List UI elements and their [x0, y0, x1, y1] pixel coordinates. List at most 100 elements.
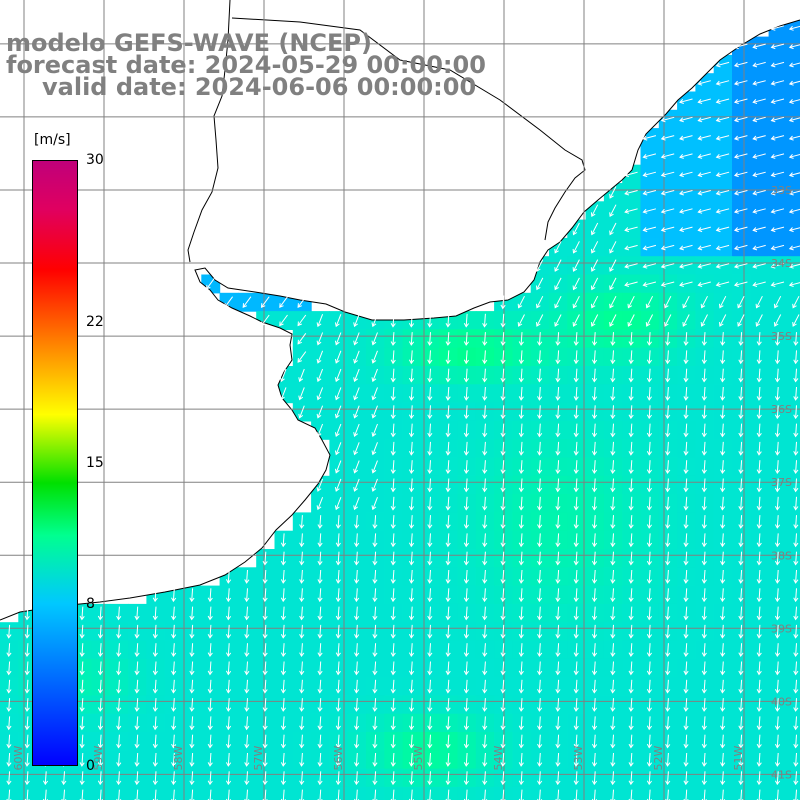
wind-arrow [770, 153, 785, 159]
wind-arrow [79, 679, 85, 694]
wind-arrow [733, 61, 748, 68]
wind-arrow [518, 386, 524, 401]
wind-arrow [317, 606, 323, 621]
wind-arrow [482, 679, 488, 694]
wind-arrow [770, 135, 785, 141]
wind-arrow [225, 679, 232, 694]
wind-arrow [573, 588, 579, 603]
wind-arrow [628, 698, 634, 712]
wind-arrow [756, 569, 762, 584]
wind-arrow [573, 405, 579, 420]
wind-arrow [697, 244, 711, 251]
wind-arrow [445, 643, 451, 658]
wind-arrow [591, 588, 598, 603]
wind-arrow [408, 332, 415, 346]
wind-arrow [774, 533, 781, 548]
wind-arrow [683, 368, 689, 383]
wind-arrow [116, 716, 122, 731]
land-polygon [0, 0, 800, 620]
wind-arrow [793, 716, 799, 731]
wind-arrow [518, 569, 524, 584]
wind-arrow [134, 752, 140, 767]
wind-arrow [353, 350, 360, 364]
wind-arrow [573, 441, 579, 456]
wind-arrow [628, 734, 634, 749]
wind-arrow [482, 515, 488, 529]
wind-arrow [733, 98, 748, 104]
wind-arrow [610, 386, 616, 401]
wind-arrow [427, 771, 433, 786]
wind-arrow [500, 386, 506, 401]
wind-arrow [665, 606, 671, 621]
wind-arrow [555, 752, 561, 767]
wind-arrow [682, 314, 690, 327]
wind-arrow [372, 698, 378, 712]
wind-arrow [171, 643, 177, 658]
wind-arrow [610, 606, 616, 621]
wind-arrow [408, 679, 415, 694]
wind-arrow [555, 460, 561, 475]
wind-arrow [280, 752, 287, 767]
wind-arrow [335, 624, 341, 639]
wind-arrow [701, 624, 707, 639]
wind-arrow [660, 190, 675, 196]
wind-arrow [390, 533, 396, 548]
wind-arrow [774, 441, 781, 456]
wind-arrow [97, 771, 103, 786]
wind-arrow [371, 442, 378, 456]
wind-arrow [280, 734, 287, 749]
wind-arrow [79, 789, 85, 800]
wind-arrow [660, 153, 675, 159]
wind-arrow [97, 752, 103, 767]
wind-arrow [793, 496, 799, 511]
wind-arrow [427, 551, 433, 566]
wind-arrow [189, 661, 195, 676]
wind-arrow [134, 789, 140, 800]
wind-arrow [372, 716, 378, 731]
latitude-label: 39S [771, 622, 792, 635]
wind-arrow [701, 734, 707, 749]
wind-arrow [354, 588, 360, 603]
wind-arrow [738, 405, 744, 420]
wind-arrow [427, 350, 433, 365]
wind-arrow [482, 752, 488, 767]
wind-arrow [554, 295, 562, 309]
wind-arrow [116, 606, 122, 621]
wind-arrow [719, 295, 727, 309]
wind-arrow [116, 789, 122, 800]
wind-arrow [372, 606, 378, 621]
wind-arrow [225, 569, 232, 584]
wind-arrow [371, 350, 378, 364]
wind-arrow [701, 386, 707, 401]
wind-arrow [189, 716, 195, 731]
wind-arrow [665, 386, 671, 401]
wind-arrow [317, 679, 323, 694]
wind-arrow [683, 515, 689, 529]
wind-arrow [665, 716, 671, 731]
wind-arrow [79, 606, 85, 621]
wind-arrow [189, 771, 195, 786]
wind-arrow [756, 643, 762, 658]
wind-arrow [683, 752, 689, 767]
wind-arrow [262, 624, 268, 639]
wind-arrow [590, 222, 599, 236]
wind-arrow [573, 496, 579, 511]
wind-arrow [738, 716, 744, 731]
wind-speed-cell [786, 494, 800, 513]
wind-arrow [134, 716, 140, 731]
wind-arrow [738, 624, 744, 639]
wind-arrow [334, 314, 342, 328]
wind-speed-cell [786, 420, 800, 440]
wind-arrow [590, 259, 599, 272]
wind-arrow [354, 643, 360, 658]
wind-arrow [573, 460, 579, 475]
wind-arrow [518, 460, 524, 475]
wind-arrow [79, 698, 85, 712]
wind-arrow [371, 314, 378, 328]
wind-arrow [701, 515, 707, 529]
wind-arrow [624, 263, 638, 269]
wind-arrow [463, 698, 470, 712]
wind-arrow [665, 405, 671, 420]
wind-arrow [390, 606, 396, 621]
wind-arrow [537, 679, 543, 694]
